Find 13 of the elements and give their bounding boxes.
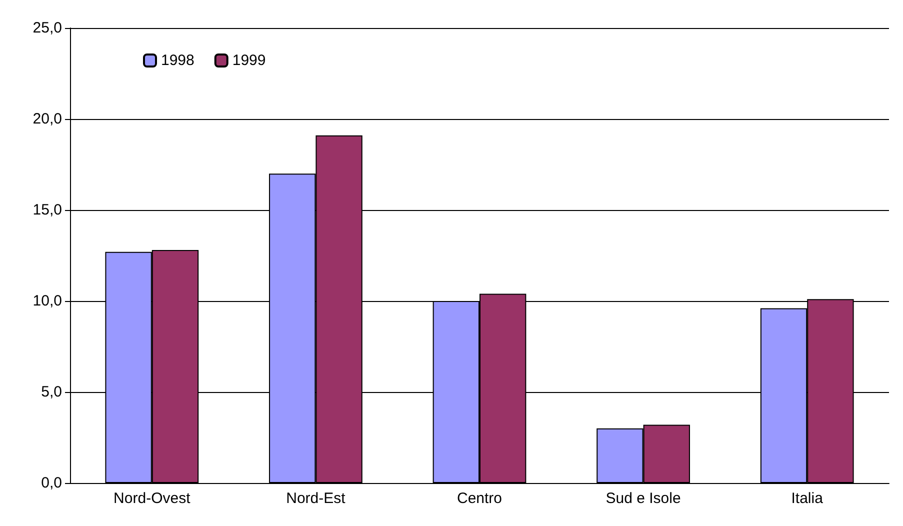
y-tick-label: 10,0 [32,292,62,310]
y-tick-label: 0,0 [41,474,62,492]
y-tick-label: 20,0 [32,110,62,128]
x-tick-label: Centro [456,490,502,507]
x-tick-label: Sud e Isole [606,490,681,507]
legend-label: 1998 [161,52,194,69]
x-tick-label: Nord-Est [286,490,346,507]
x-tick-label: Italia [791,490,824,507]
legend-label: 1999 [232,52,266,69]
y-tick-label: 5,0 [41,384,62,400]
y-tick-label: 25,0 [32,20,62,36]
x-tick-label: Nord-Ovest [114,490,192,507]
y-tick-label: 15,0 [32,202,62,218]
